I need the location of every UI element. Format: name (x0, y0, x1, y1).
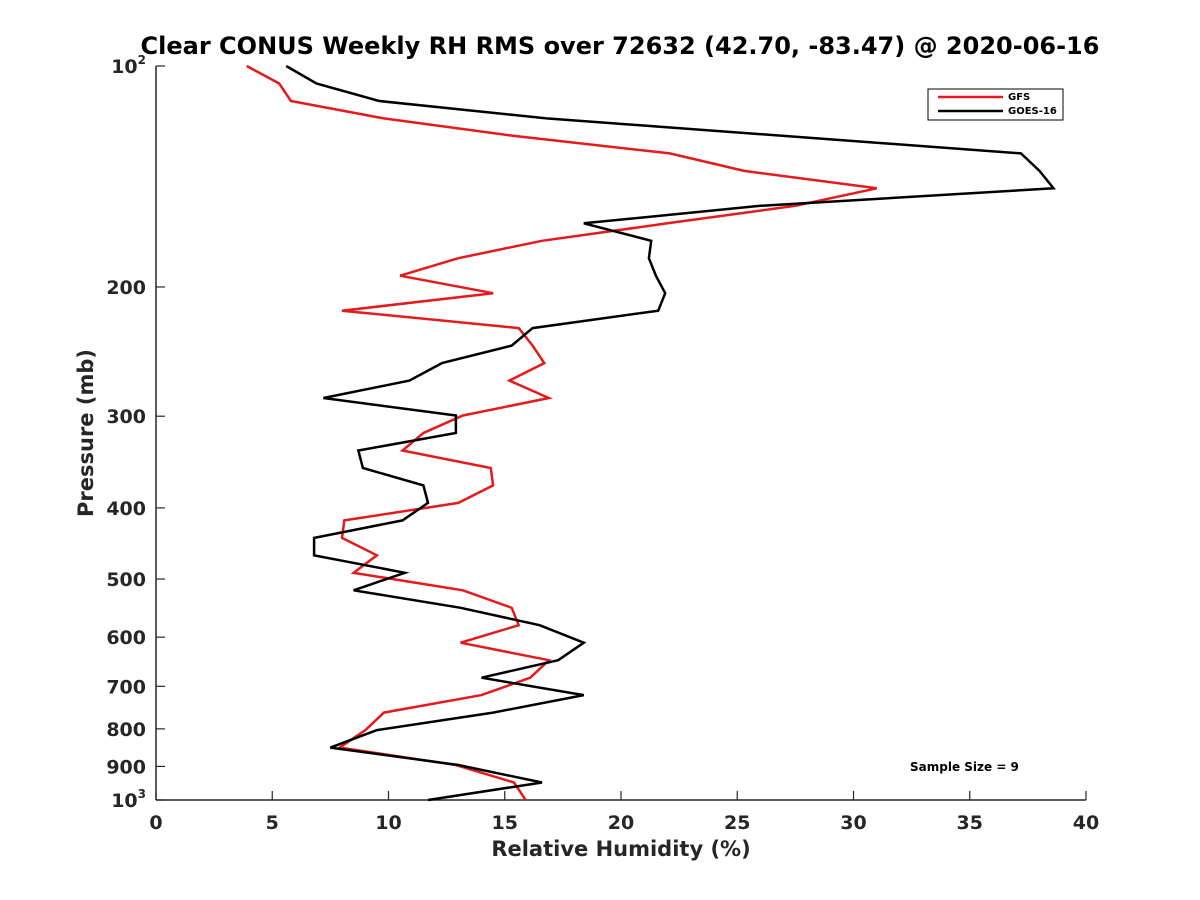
y-axis-label: Pressure (mb) (74, 349, 98, 517)
sample-size-annotation: Sample Size = 9 (910, 760, 1019, 774)
x-axis-label: Relative Humidity (%) (491, 837, 750, 861)
x-tick-label: 35 (957, 812, 983, 834)
x-tick-label: 0 (149, 812, 162, 834)
plot-frame (155, 66, 1086, 801)
y-tick-exponent: 2 (138, 53, 146, 67)
y-tick-base: 10 (111, 790, 137, 812)
y-tick-label: 600 (106, 627, 146, 649)
y-tick-base: 500 (106, 569, 146, 591)
y-tick-label: 102 (111, 53, 146, 78)
y-tick-label: 400 (106, 498, 146, 520)
y-tick-exponent: 3 (138, 787, 146, 801)
x-tick-label: 30 (840, 812, 866, 834)
x-tick-label: 10 (375, 812, 401, 834)
y-tick-base: 700 (106, 676, 146, 698)
series-line-gfs (246, 64, 878, 801)
series-line-goes16 (285, 64, 1056, 802)
series-group (246, 64, 1056, 802)
y-tick-label: 300 (106, 406, 146, 428)
x-tick-label: 15 (492, 812, 518, 834)
y-tick-base: 300 (106, 406, 146, 428)
y-tick-label: 200 (106, 277, 146, 299)
y-tick-label: 103 (111, 787, 146, 812)
y-tick-label: 800 (106, 719, 146, 741)
x-ticks: 0 5 10 15 20 25 30 35 40 (149, 791, 1099, 834)
y-tick-base: 600 (106, 627, 146, 649)
y-tick-base: 10 (111, 56, 137, 78)
y-tick-base: 200 (106, 277, 146, 299)
y-tick-base: 800 (106, 719, 146, 741)
legend-label-goes16: GOES-16 (1008, 106, 1057, 117)
chart-title: Clear CONUS Weekly RH RMS over 72632 (42… (141, 32, 1100, 60)
y-tick-label: 500 (106, 569, 146, 591)
x-tick-label: 25 (724, 812, 750, 834)
y-tick-label: 700 (106, 676, 146, 698)
legend: GFS GOES-16 (927, 88, 1064, 121)
x-tick-label: 5 (266, 812, 279, 834)
legend-box (927, 88, 1064, 121)
y-tick-base: 900 (106, 756, 146, 778)
x-tick-label: 20 (608, 812, 634, 834)
legend-label-gfs: GFS (1008, 92, 1030, 103)
y-tick-label: 900 (106, 756, 146, 778)
y-tick-base: 400 (106, 498, 146, 520)
x-tick-label: 40 (1073, 812, 1099, 834)
